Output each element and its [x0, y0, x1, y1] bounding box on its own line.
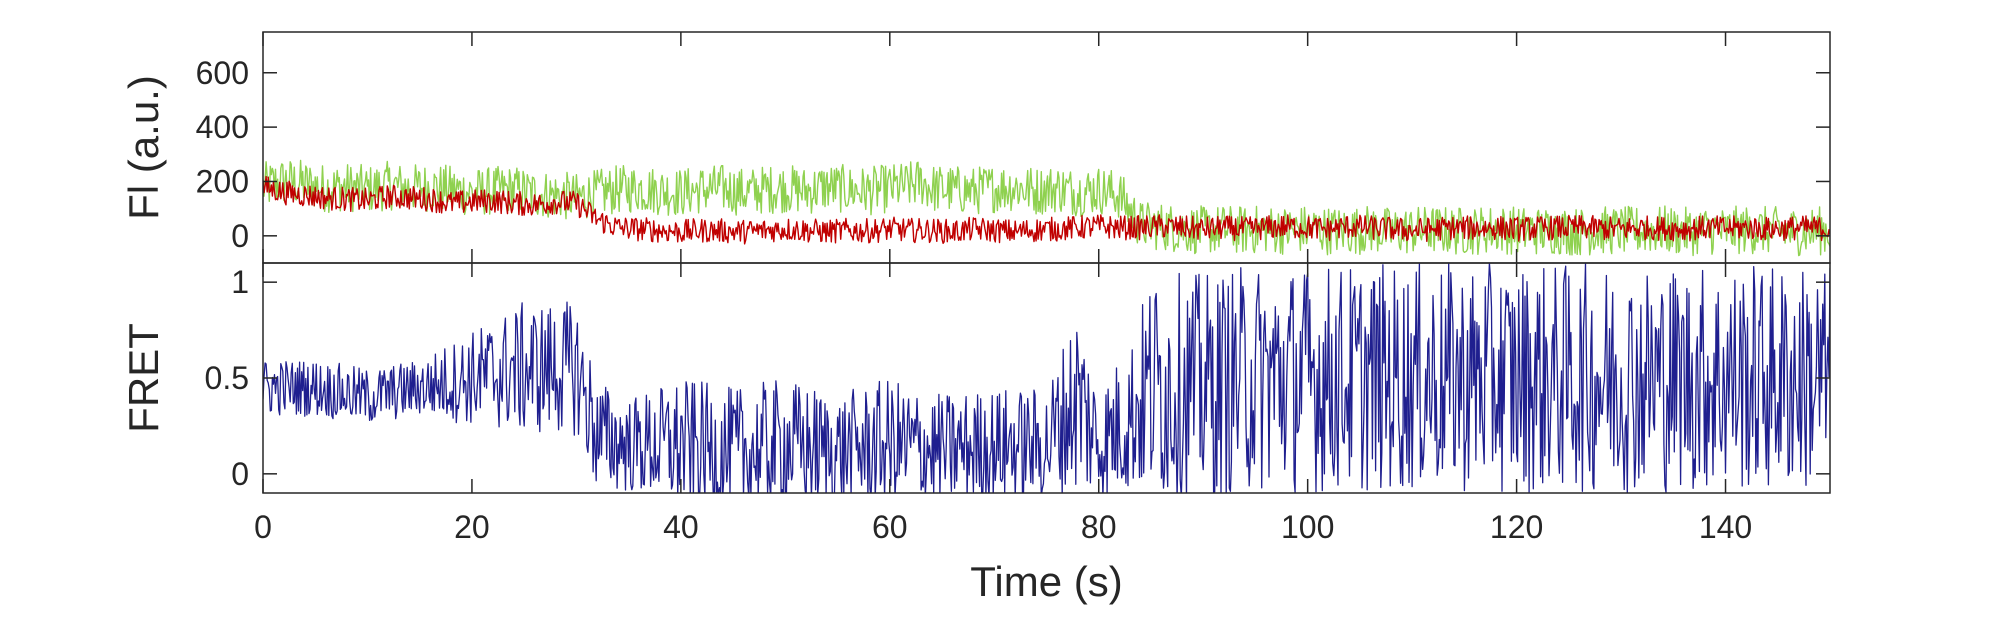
x-tick-label: 80: [1081, 509, 1117, 545]
fluorescence-y-axis-label: Fl (a.u.): [120, 75, 167, 220]
x-tick-label: 0: [254, 509, 272, 545]
y-tick-label: 0: [231, 456, 249, 492]
fluorescence-y-tick-labels: 0 200 400 600: [196, 55, 249, 254]
x-tick-label: 100: [1281, 509, 1334, 545]
y-tick-label: 1: [231, 264, 249, 300]
y-tick-label: 0.5: [205, 360, 249, 396]
fluorescence-traces: [263, 159, 1830, 257]
fluorescence-series-line-1: [263, 159, 1830, 257]
fluorescence-y-ticks: [262, 32, 1830, 263]
x-tick-label: 20: [454, 509, 490, 545]
fret-tick-labels: 0 0.5 1 0 20 40 60 80 100 120 140: [205, 264, 1753, 545]
y-tick-label: 200: [196, 163, 249, 199]
y-tick-label: 0: [231, 218, 249, 254]
fluorescence-series-line-2: [263, 175, 1830, 245]
y-tick-label: 400: [196, 109, 249, 145]
fluorescence-panel: 0 200 400 600 Fl (a.u.): [120, 31, 1831, 264]
fret-panel: 0 0.5 1 0 20 40 60 80 100 120 140 FRET Time (s): [120, 262, 1831, 605]
time-x-axis-label: Time (s): [970, 558, 1122, 605]
x-tick-label: 140: [1699, 509, 1752, 545]
y-tick-label: 600: [196, 55, 249, 91]
x-tick-label: 40: [663, 509, 699, 545]
fret-y-axis-label: FRET: [120, 323, 167, 433]
x-tick-label: 60: [872, 509, 908, 545]
fret-series-line: [263, 263, 1830, 493]
fret-ticks: [262, 263, 1830, 493]
fret-trace: [263, 263, 1830, 493]
x-tick-label: 120: [1490, 509, 1543, 545]
